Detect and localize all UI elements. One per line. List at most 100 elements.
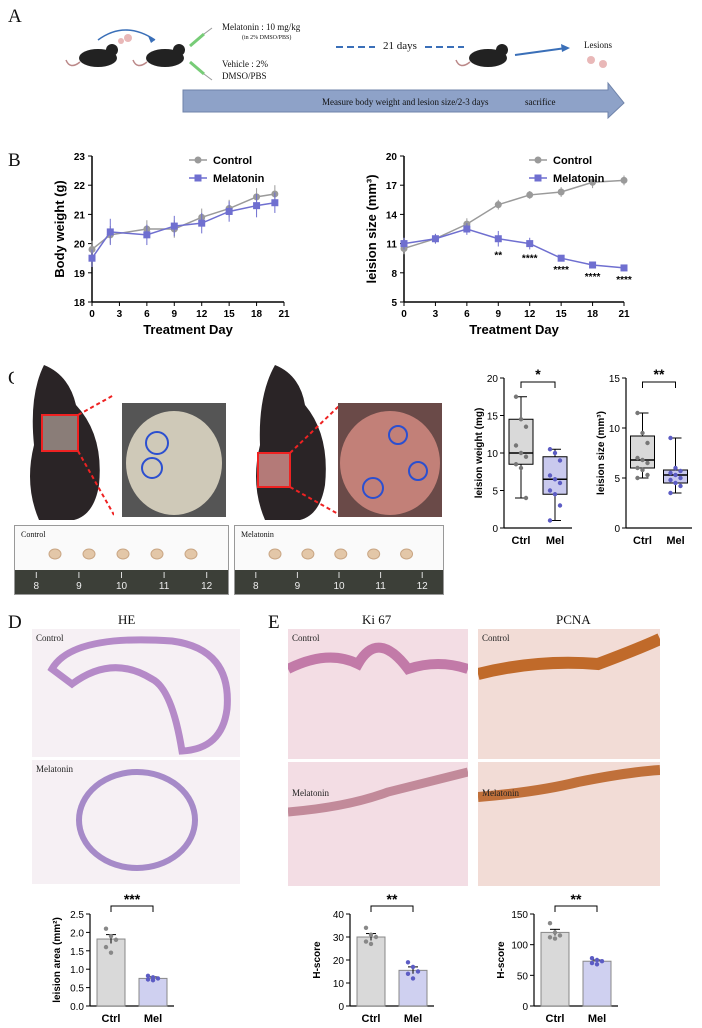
data-point — [198, 219, 206, 227]
data-point — [368, 932, 374, 937]
panel-letter-a: A — [8, 6, 22, 27]
legend-label: Melatonin — [213, 173, 265, 185]
melatonin-lesion-closeup — [338, 403, 442, 517]
x-tick-label: 6 — [144, 309, 150, 320]
x-tick-label: 9 — [496, 309, 502, 320]
x-tick-label: 15 — [556, 309, 568, 320]
data-point — [552, 477, 558, 482]
bar — [582, 960, 612, 1007]
significance-mark: ** — [387, 891, 398, 907]
x-tick-label: Ctrl — [362, 1013, 381, 1025]
data-point — [513, 443, 519, 448]
y-tick-label: 0.5 — [70, 984, 84, 995]
ki67-melatonin-label: Melatonin — [292, 788, 329, 798]
bar — [356, 936, 386, 1007]
y-tick-label: 2.0 — [70, 928, 84, 939]
data-point — [620, 264, 628, 272]
data-point — [552, 450, 558, 456]
y-tick-label: 14 — [386, 210, 398, 221]
melatonin-mouse-photo — [240, 365, 340, 520]
melatonin-dose-text: Melatonin : 10 mg/kg — [222, 22, 301, 32]
excised-lesion — [116, 548, 130, 560]
x-axis-label: Treatment Day — [469, 322, 559, 337]
he-melatonin-image: Melatonin — [32, 760, 240, 884]
he-melatonin-label: Melatonin — [36, 764, 73, 774]
y-tick-label: 1.5 — [70, 947, 84, 958]
significance-mark: **** — [522, 253, 538, 264]
y-tick-label: 22 — [74, 181, 86, 192]
data-point — [526, 240, 534, 248]
legend-label: Control — [213, 155, 252, 167]
y-tick-label: 20 — [487, 374, 499, 385]
y-tick-label: 0.0 — [70, 1002, 84, 1013]
legend-marker — [194, 156, 202, 164]
lesion-area-chart: 0.0 0.5 1.0 1.5 2.0 2.5 leision area (mm²) Ctrl… — [52, 891, 174, 1025]
x-tick-label: 12 — [524, 309, 536, 320]
y-axis-label: Body weight (g) — [52, 180, 67, 278]
data-point — [673, 472, 678, 478]
x-axis-label: Treatment Day — [143, 322, 233, 337]
data-point — [635, 475, 640, 481]
y-axis-label: H-score — [312, 941, 323, 979]
control-ruler-label: Control — [21, 530, 46, 539]
pcna-title: PCNA — [556, 612, 591, 627]
data-point — [547, 921, 553, 926]
y-tick-label: 10 — [609, 424, 621, 435]
y-tick-label: 21 — [74, 210, 86, 221]
bar — [398, 969, 428, 1007]
data-point — [678, 468, 683, 474]
panel-letter-b: B — [8, 150, 21, 171]
data-point — [552, 936, 558, 941]
ruler-number: 10 — [116, 581, 128, 592]
data-point — [145, 977, 151, 982]
x-tick-label: 9 — [172, 309, 178, 320]
data-point — [155, 976, 161, 981]
ki67-melatonin-image: Melatonin — [288, 762, 468, 886]
y-tick-label: 15 — [609, 374, 621, 385]
data-point — [547, 488, 553, 493]
body-weight-chart: 18 19 20 21 22 23 0 3 6 9 12 15 18 21 Treatment Day Bod… — [52, 152, 290, 337]
lesion-size-final-chart: 0 5 10 15 leision size (mm³) Ctrl Mel ** — [596, 368, 692, 547]
ruler-number: 10 — [333, 581, 345, 592]
ruler-number: 9 — [76, 581, 82, 592]
data-point — [635, 455, 640, 461]
arrow-to-lesions — [514, 47, 567, 56]
data-point — [640, 467, 645, 473]
y-tick-label: 5 — [614, 474, 620, 485]
lesion-size-chart: 5 8 11 14 17 20 0 3 6 9 12 15 18 21 Treatment Day leisi… — [364, 152, 632, 337]
lesion-dot-icon — [587, 56, 595, 64]
series-line — [403, 228, 625, 269]
control-lesion-closeup — [122, 403, 226, 517]
x-tick-label: 3 — [117, 309, 123, 320]
data-point — [253, 202, 261, 210]
box — [542, 456, 568, 495]
series-line — [91, 201, 275, 259]
data-point — [547, 935, 553, 940]
x-tick-label: Ctrl — [633, 535, 652, 547]
x-tick-label: 21 — [278, 309, 290, 320]
data-point — [678, 483, 683, 489]
y-tick-label: 50 — [517, 971, 529, 982]
x-tick-label: Mel — [144, 1013, 162, 1025]
y-tick-label: 30 — [333, 933, 345, 944]
data-point — [668, 477, 673, 483]
data-point — [523, 424, 529, 429]
data-point — [673, 480, 678, 486]
data-point — [363, 939, 369, 944]
data-point — [494, 201, 502, 209]
data-point — [668, 470, 673, 476]
y-tick-label: 10 — [333, 979, 345, 990]
mouse-icon-3 — [455, 44, 508, 67]
lesion-dot-icon — [124, 34, 132, 42]
bar — [540, 931, 570, 1007]
lesions-text: Lesions — [584, 40, 612, 50]
x-tick-label: 21 — [618, 309, 630, 320]
data-point — [518, 465, 524, 471]
series-line — [91, 193, 275, 251]
lesion-dot-icon — [599, 60, 607, 68]
y-tick-label: 11 — [386, 240, 397, 251]
y-tick-label: 0 — [492, 524, 498, 535]
legend-marker — [534, 174, 542, 182]
x-tick-label: 12 — [196, 309, 208, 320]
data-point — [108, 933, 114, 939]
